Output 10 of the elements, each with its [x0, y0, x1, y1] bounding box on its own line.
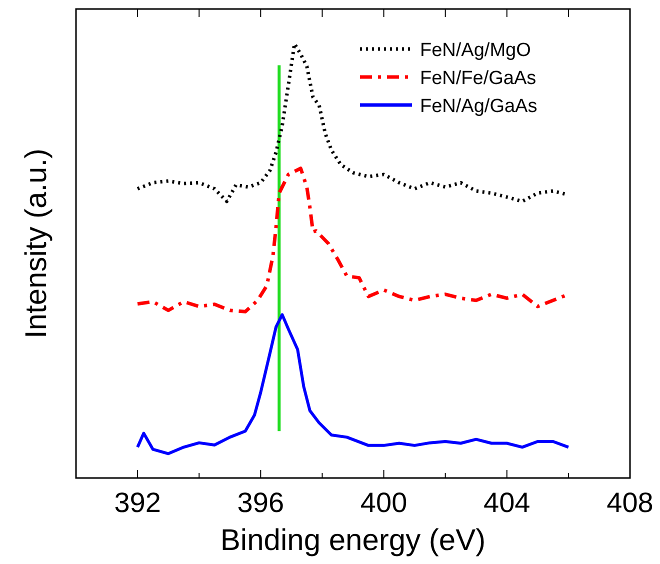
x-tick-label: 404	[484, 486, 530, 518]
x-tick-label: 408	[606, 486, 654, 518]
x-tick-label: 392	[114, 486, 161, 518]
legend-label: FeN/Ag/GaAs	[420, 96, 538, 117]
legend-label: FeN/Fe/GaAs	[420, 68, 536, 89]
legend-label: FeN/Ag/MgO	[420, 40, 531, 61]
y-axis-title: Intensity (a.u.)	[20, 148, 53, 339]
x-axis-title: Binding energy (eV)	[220, 524, 486, 557]
x-tick-label: 396	[237, 486, 284, 518]
x-tick-label: 400	[360, 486, 408, 518]
